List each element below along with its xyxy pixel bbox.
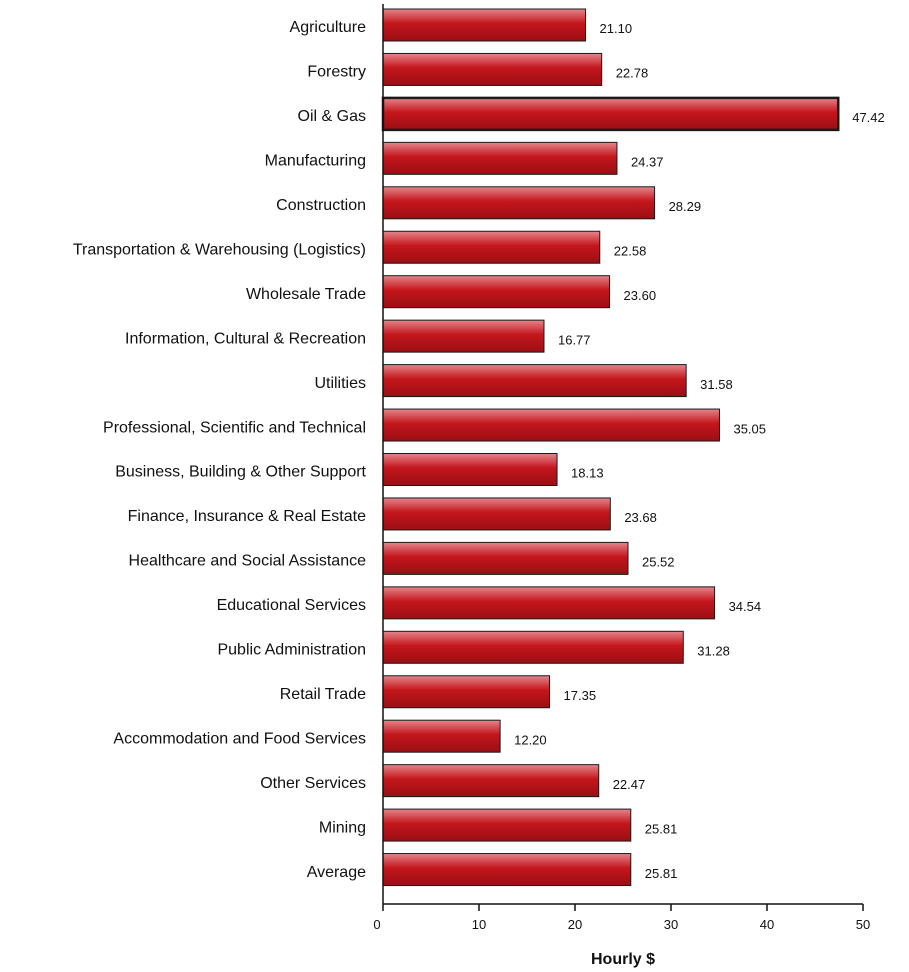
category-label: Accommodation and Food Services [113, 730, 366, 747]
category-label: Educational Services [217, 597, 366, 614]
bar [382, 275, 611, 309]
category-label: Business, Building & Other Support [115, 464, 366, 481]
bar [381, 96, 840, 132]
category-label: Average [307, 864, 366, 881]
bar [382, 52, 603, 86]
value-label: 28.29 [669, 199, 702, 214]
bar [382, 764, 600, 798]
value-label: 16.77 [558, 332, 591, 347]
category-labels: Agriculture Forestry Oil & Gas Manufacturin… [73, 19, 367, 881]
value-label: 25.81 [645, 821, 678, 836]
category-label: Construction [276, 197, 366, 214]
x-tick-label: 0 [373, 917, 380, 932]
bar [382, 230, 601, 264]
value-label: 21.10 [600, 21, 633, 36]
value-label: 24.37 [631, 155, 664, 170]
bar [382, 364, 687, 398]
x-tick-label: 40 [760, 917, 774, 932]
category-label: Mining [319, 819, 366, 836]
bars-group [381, 8, 840, 887]
category-label: Finance, Insurance & Real Estate [128, 508, 366, 525]
category-label: Retail Trade [280, 686, 366, 703]
value-label: 47.42 [852, 110, 885, 125]
value-label: 34.54 [729, 599, 762, 614]
value-label: 12.20 [514, 732, 547, 747]
category-label: Forestry [307, 64, 366, 81]
category-label: Manufacturing [265, 153, 366, 170]
value-label: 17.35 [564, 688, 597, 703]
bar [382, 453, 558, 486]
value-label: 25.81 [645, 866, 678, 881]
value-label: 22.47 [613, 777, 646, 792]
bar [382, 630, 684, 664]
x-tick-label: 10 [472, 917, 486, 932]
value-label: 22.78 [616, 66, 649, 81]
bar [382, 408, 720, 442]
bar [382, 141, 618, 175]
category-label: Other Services [260, 775, 366, 792]
bar [382, 853, 632, 887]
value-label: 18.13 [571, 466, 604, 481]
value-label: 31.58 [700, 377, 733, 392]
category-label: Agriculture [290, 19, 367, 36]
category-label: Wholesale Trade [246, 286, 366, 303]
x-tick-label: 20 [568, 917, 582, 932]
category-label: Oil & Gas [298, 108, 366, 125]
bar [382, 719, 501, 753]
value-label: 23.60 [624, 288, 657, 303]
value-label: 23.68 [624, 510, 657, 525]
x-tick-label: 30 [664, 917, 678, 932]
bar [382, 541, 629, 575]
bar [382, 8, 587, 42]
category-label: Healthcare and Social Assistance [129, 553, 367, 570]
bar [382, 497, 611, 531]
value-label: 22.58 [614, 243, 647, 258]
category-label: Utilities [314, 375, 366, 392]
bar [382, 319, 545, 353]
bar [382, 675, 551, 709]
bar [382, 186, 656, 220]
axes [382, 4, 863, 905]
category-label: Professional, Scientific and Technical [103, 419, 366, 436]
value-label: 35.05 [733, 421, 766, 436]
value-label: 31.28 [697, 644, 730, 659]
bar [382, 808, 632, 842]
value-label: 25.52 [642, 555, 675, 570]
category-label: Transportation & Warehousing (Logistics) [73, 241, 366, 258]
x-tick-label: 50 [856, 917, 870, 932]
category-label: Information, Cultural & Recreation [125, 330, 366, 347]
x-ticks: 0 10 20 30 40 50 [373, 904, 870, 932]
value-labels: 21.10 22.78 47.42 24.37 28.29 22.58 23.60 16.77… [514, 21, 885, 881]
bar [382, 586, 716, 620]
x-axis-title: Hourly $ [591, 951, 655, 968]
category-label: Public Administration [217, 642, 366, 659]
